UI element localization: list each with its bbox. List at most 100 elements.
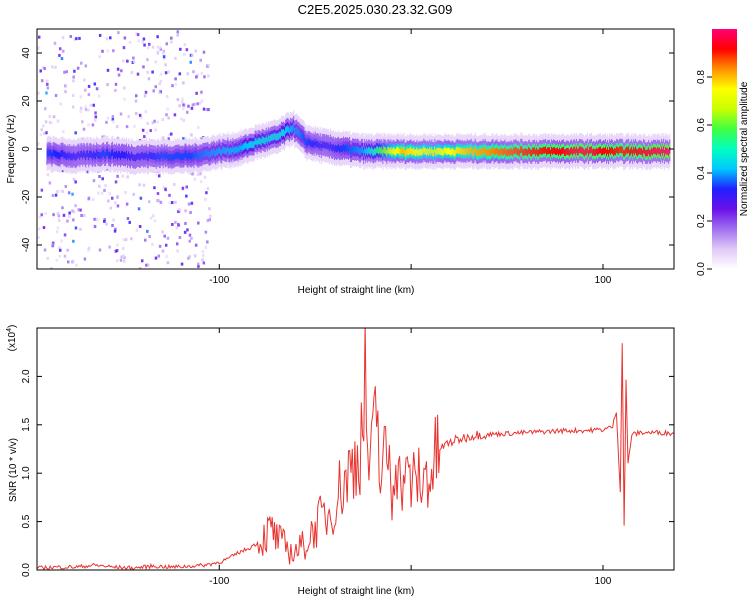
snr-y-tick-label: 0.0 (21, 563, 32, 577)
spectrogram-ridge-cell (249, 141, 251, 149)
spectrogram-ridge-cell (660, 149, 662, 157)
spectrogram-cell (42, 124, 45, 128)
spectrogram-ridge-cell (650, 149, 652, 157)
spectrogram-cell (79, 106, 83, 110)
spectrogram-cell (79, 95, 83, 99)
spectrogram-ridge-cell (281, 129, 284, 137)
spectrogram-ridge-cell (139, 153, 142, 161)
spectrogram-ridge-cell (468, 147, 470, 155)
spectrogram-cell (153, 186, 156, 190)
spectrogram-cell (201, 258, 204, 262)
spectrogram-ridge-cell (90, 150, 92, 158)
spectrogram-ridge-cell (238, 144, 240, 152)
spectrogram-cell (158, 82, 161, 86)
spectrogram-ridge-cell (453, 149, 455, 157)
spectrogram-ridge-cell (66, 153, 68, 161)
spectrogram-ridge-cell (389, 148, 391, 156)
spectrogram-ridge-cell (643, 146, 645, 154)
spectrogram-ridge-cell (186, 152, 188, 160)
spectrogram-cell (170, 40, 173, 44)
spectrogram-cell (92, 103, 95, 107)
spectrogram-cell (103, 188, 106, 192)
spectrogram-cell (189, 60, 193, 64)
spectrogram-ridge-cell (597, 147, 600, 155)
spectrogram-cell (158, 244, 162, 248)
spectrogram-ridge-cell (388, 147, 390, 154)
spectrogram-cell (62, 213, 66, 217)
spectrogram-ridge-cell (541, 147, 543, 155)
spectrogram-cell (123, 259, 126, 263)
spectrogram-cell (68, 211, 71, 215)
spectrogram-ridge-cell (192, 151, 194, 159)
spectrogram-ridge-cell (459, 147, 461, 154)
spectrogram-ridge-cell (81, 150, 83, 158)
spectrogram-cell (135, 228, 139, 232)
spectrogram-ridge-cell (592, 148, 595, 156)
spectrogram-cell (74, 204, 77, 208)
snr-scale-factor: (x104) (6, 325, 18, 352)
spectrogram-ridge-cell (651, 147, 653, 155)
spectrogram-ridge-cell (295, 127, 297, 135)
spectrogram-cell (147, 200, 151, 204)
spectrogram-cell (134, 99, 138, 103)
spectrogram-ridge-cell (125, 150, 128, 158)
spectrogram-cell (186, 228, 189, 232)
spectrogram-cell (156, 50, 160, 54)
spectrogram-cell (71, 259, 75, 263)
spectrogram-cell (57, 218, 61, 222)
spectrogram-ridge-cell (307, 138, 309, 146)
spectrogram-ridge-cell (398, 147, 400, 155)
spectrogram-ridge-cell (641, 148, 643, 155)
spectrogram-ridge-cell (410, 146, 412, 154)
spectrogram-ridge-cell (487, 148, 489, 156)
spectrogram-ridge-cell (504, 147, 506, 154)
spectrogram-ridge-cell (261, 136, 263, 144)
spectrogram-cell (165, 254, 168, 258)
spectrogram-cell (106, 83, 109, 87)
spectrogram-ridge-cell (320, 144, 322, 151)
spectrogram-ridge-cell (201, 152, 203, 159)
spectrogram-ridge-cell (56, 151, 58, 159)
spectrogram-ridge-cell (237, 147, 239, 155)
spectrogram-ridge-cell (482, 146, 484, 154)
spectrogram-cell (91, 123, 95, 127)
spectrogram-cell (146, 58, 149, 62)
spectrogram-ridge-cell (491, 147, 493, 154)
spectrogram-ridge-cell (465, 148, 467, 156)
spectrogram-cell (184, 221, 187, 225)
spectrogram-ridge-cell (259, 138, 261, 146)
spectrogram-ridge-cell (313, 141, 315, 149)
spectrogram-ridge-cell (309, 139, 311, 147)
spectrogram-ridge-cell (202, 150, 204, 158)
spectrogram-ridge-cell (376, 146, 378, 153)
spectrogram-cell (159, 45, 162, 49)
spectrogram-cell (89, 103, 93, 107)
spectrogram-cell (115, 249, 119, 253)
spectrogram-cell (98, 184, 101, 188)
spectrogram-cell (91, 197, 95, 201)
spectrogram-cell (145, 263, 148, 267)
spectrogram-cell (84, 64, 88, 68)
spectrogram-cell (204, 245, 208, 249)
spectrogram-ridge-cell (532, 147, 534, 155)
spectrogram-cell (206, 240, 209, 244)
spectrogram-ridge-cell (375, 148, 377, 156)
spectrogram-ridge-cell (611, 146, 613, 154)
spectrogram-ridge-cell (509, 149, 511, 157)
spectrogram-cell (123, 97, 126, 101)
spectrogram-cell (46, 256, 49, 260)
spectrogram-ridge-cell (534, 147, 536, 154)
spectrogram-ridge-cell (59, 152, 61, 160)
spectrogram-cell (39, 69, 42, 73)
spectrogram-ridge-cell (177, 152, 179, 160)
spectrogram-cell (87, 197, 90, 201)
spectrogram-cell (182, 107, 185, 111)
spectrogram-cell (122, 46, 126, 50)
spectrogram-cell (165, 113, 168, 117)
spectrogram-cell (170, 36, 173, 40)
spectrogram-cell (59, 248, 62, 252)
spectrogram-cell (144, 110, 148, 114)
spectrogram-cell (194, 49, 197, 53)
spectrogram-cell (146, 70, 149, 74)
spectrogram-ridge-cell (411, 148, 413, 156)
